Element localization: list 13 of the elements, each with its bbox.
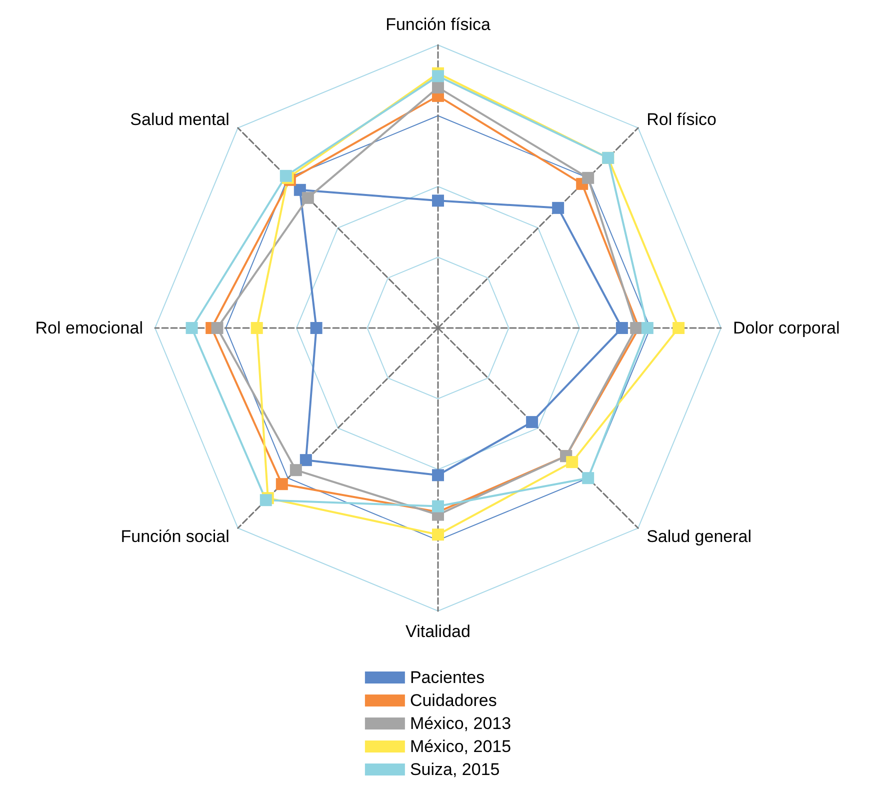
spoke-label: Rol emocional <box>35 318 143 338</box>
legend-label: Pacientes <box>410 668 485 687</box>
spoke-label: Función física <box>386 15 491 34</box>
spoke-label: Función social <box>120 527 230 546</box>
spoke-label: Salud mental <box>130 110 230 129</box>
legend-label: Suiza, 2015 <box>410 760 500 779</box>
legend-label: México, 2013 <box>410 714 512 733</box>
spoke-label: Salud general <box>646 527 752 546</box>
spoke-label: Dolor corporal <box>733 318 840 338</box>
legend-label: México, 2015 <box>410 737 512 756</box>
spoke-label: Rol físico <box>646 110 717 129</box>
legend-label: Cuidadores <box>410 691 497 710</box>
spoke-label: Vitalidad <box>406 622 470 641</box>
